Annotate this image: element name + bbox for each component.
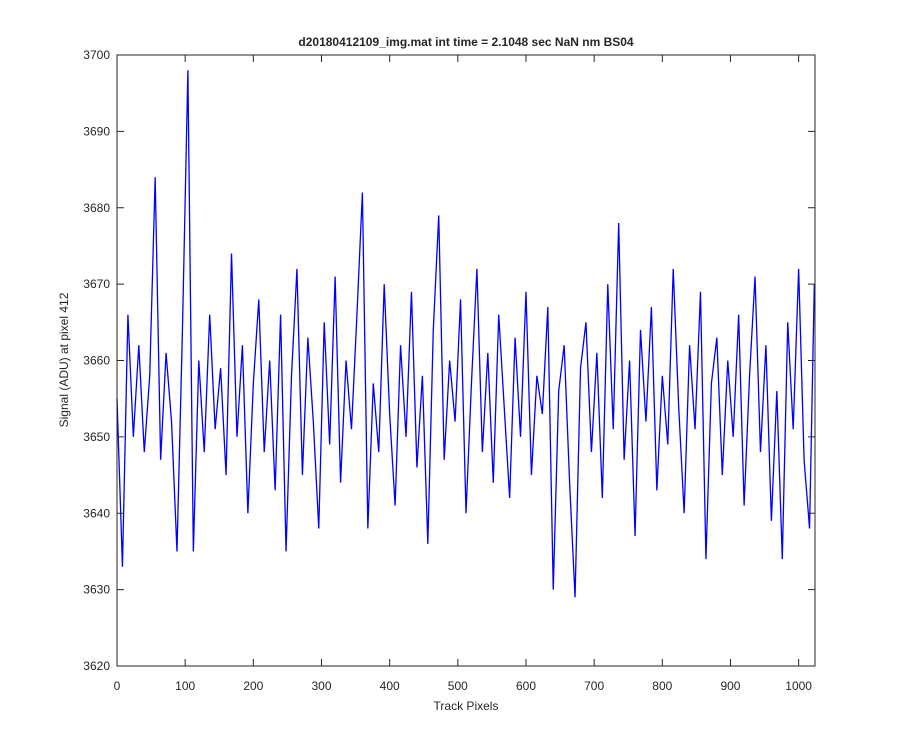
x-tick-label: 0: [114, 679, 121, 693]
x-tick-label: 400: [380, 679, 400, 693]
x-tick-label: 600: [516, 679, 536, 693]
y-tick-label: 3620: [83, 659, 110, 673]
x-tick-label: 100: [175, 679, 195, 693]
y-tick-label: 3660: [83, 354, 110, 368]
x-tick-label: 800: [652, 679, 672, 693]
y-tick-label: 3680: [83, 201, 110, 215]
data-line: [116, 70, 815, 598]
y-tick-label: 3670: [83, 277, 110, 291]
chart-title: d20180412109_img.mat int time = 2.1048 s…: [298, 35, 634, 49]
x-axis-label: Track Pixels: [434, 699, 499, 713]
x-tick-label: 500: [448, 679, 468, 693]
y-tick-label: 3630: [83, 583, 110, 597]
x-tick-label: 200: [243, 679, 263, 693]
x-tick-label: 700: [584, 679, 604, 693]
y-tick-label: 3700: [83, 48, 110, 62]
x-tick-label: 300: [311, 679, 331, 693]
y-tick-label: 3690: [83, 124, 110, 138]
x-tick-label: 1000: [785, 679, 812, 693]
y-tick-label: 3640: [83, 506, 110, 520]
y-axis-label: Signal (ADU) at pixel 412: [57, 292, 71, 427]
x-tick-label: 900: [720, 679, 740, 693]
y-tick-label: 3650: [83, 430, 110, 444]
